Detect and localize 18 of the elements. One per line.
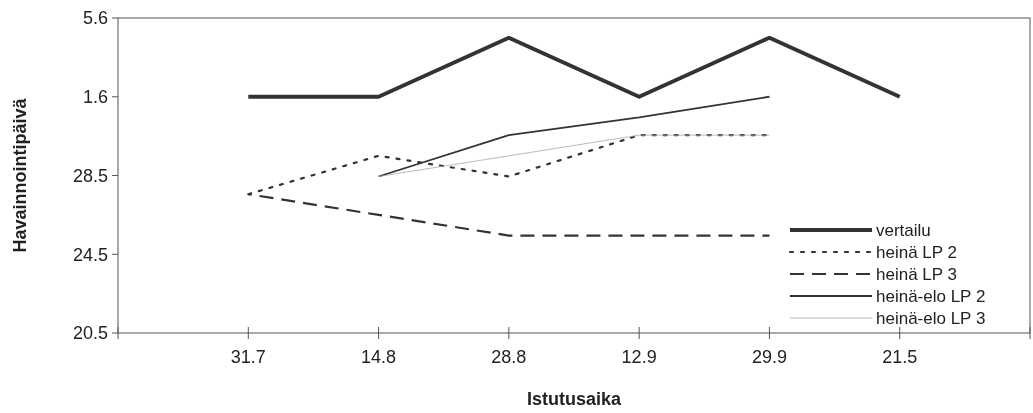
- legend-label: heinä LP 2: [876, 242, 957, 262]
- text: 20.5: [72, 323, 108, 344]
- x-tick-label: 12.9: [621, 347, 657, 367]
- x-tick-label: 31.7: [230, 347, 266, 367]
- legend-label: heinä-elo LP 3: [876, 308, 986, 328]
- text: 28.5: [72, 165, 108, 186]
- text: 24.5: [72, 244, 108, 265]
- x-tick-label: 14.8: [361, 347, 397, 367]
- y-axis-title: Havainnointipäivä: [10, 97, 30, 253]
- x-tick-label: 28.8: [491, 347, 527, 367]
- legend-label: vertailu: [876, 220, 931, 240]
- legend-label: heinä-elo LP 2: [876, 286, 986, 306]
- text: 5.6: [82, 8, 108, 29]
- x-tick-label: 21.5: [882, 347, 918, 367]
- x-tick-label: 29.9: [751, 347, 787, 367]
- text: 1.6: [82, 87, 108, 108]
- legend-label: heinä LP 3: [876, 264, 957, 284]
- x-axis-title: Istutusaika: [526, 389, 622, 409]
